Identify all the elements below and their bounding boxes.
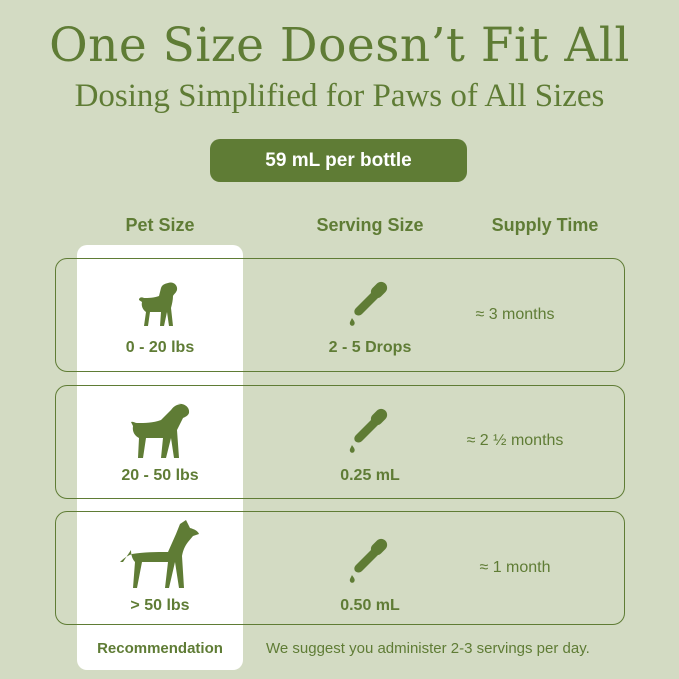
serving-size-value: 2 - 5 Drops [328,339,412,356]
page-title: One Size Doesn’t Fit All [49,18,630,73]
supply-time-value: ≈ 3 months [475,306,555,323]
bottle-volume-badge: 59 mL per bottle [210,139,467,182]
dosage-note: We suggest you administer 2-3 servings p… [266,640,590,657]
serving-size-value: 0.50 mL [340,597,400,614]
dropper-icon [349,408,388,453]
pet-size-value: > 50 lbs [130,597,190,614]
dropper-icon [349,281,388,326]
header-supply-time: Supply Time [491,215,599,235]
page-subtitle: Dosing Simplified for Paws of All Sizes [74,78,605,114]
dropper-icon [349,538,388,583]
recommended-column-highlight [77,245,243,670]
serving-size-value: 0.25 mL [340,467,400,484]
table-row [55,385,625,499]
pet-size-value: 20 - 50 lbs [121,467,199,484]
table-row [55,511,625,625]
table-row [55,258,625,372]
large-dog-icon [120,520,199,588]
small-dog-icon [139,282,178,326]
supply-time-value: ≈ 1 month [479,559,551,576]
medium-dog-icon [131,403,190,458]
supply-time-value: ≈ 2 ½ months [466,432,564,449]
header-pet-size: Pet Size [125,215,195,235]
recommendation-label: Recommendation [97,640,223,657]
pet-size-value: 0 - 20 lbs [125,339,195,356]
header-serving-size: Serving Size [316,215,424,235]
